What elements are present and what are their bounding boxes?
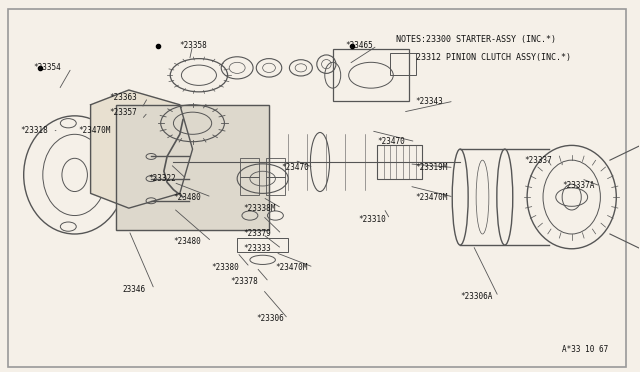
Text: *23337: *23337 [524,155,552,165]
Polygon shape [116,105,269,230]
Polygon shape [91,90,193,208]
Text: 23346: 23346 [122,285,145,294]
Text: *23470: *23470 [378,137,405,146]
Text: *23310: *23310 [358,215,386,224]
Text: *23337A: *23337A [562,182,595,190]
Text: *23358: *23358 [180,41,207,50]
Text: *23380: *23380 [212,263,239,272]
Text: *23343: *23343 [415,97,444,106]
Text: *23379: *23379 [244,230,271,238]
Text: *23357: *23357 [109,108,138,117]
Bar [241,177,259,195]
Text: *23470M: *23470M [275,263,308,272]
Text: *23322: *23322 [148,174,176,183]
Text: *23318: *23318 [20,126,48,135]
Bar [237,238,288,253]
Text: *23333: *23333 [244,244,271,253]
Text: NOTES:23300 STARTER-ASSY (INC.*): NOTES:23300 STARTER-ASSY (INC.*) [396,35,556,44]
Text: *23354: *23354 [33,63,61,72]
Text: *23470M: *23470M [78,126,110,135]
Text: *23338M: *23338M [244,203,276,213]
Bar [378,145,422,179]
Bar [241,158,259,177]
Text: *23470M: *23470M [415,193,448,202]
Text: *23306: *23306 [256,314,284,323]
Bar [266,177,285,195]
Bar [390,53,415,75]
Text: *23465: *23465 [346,41,373,50]
Text: A*33 10 67: A*33 10 67 [562,345,609,354]
Text: *23470: *23470 [282,163,310,172]
Text: *23480: *23480 [173,237,201,246]
Bar [333,49,409,101]
Text: *23480: *23480 [173,193,201,202]
Bar [116,105,269,230]
Text: *23378: *23378 [231,278,259,286]
Text: *23363: *23363 [109,93,138,102]
Bar [266,158,285,177]
Text: *23319M: *23319M [415,163,448,172]
Text: *23306A: *23306A [460,292,493,301]
Text: 23312 PINION CLUTCH ASSY(INC.*): 23312 PINION CLUTCH ASSY(INC.*) [415,53,571,62]
